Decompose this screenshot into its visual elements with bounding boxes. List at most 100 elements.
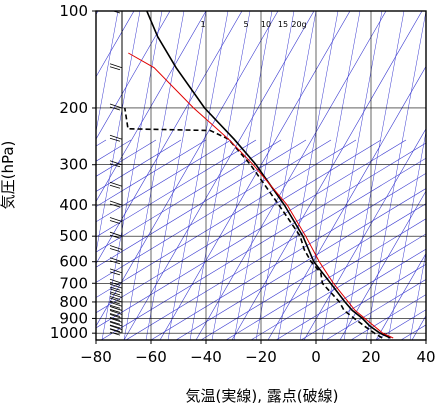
dry-adiabat-line: [339, 190, 426, 340]
wind-barb: [109, 217, 123, 222]
wind-barb: [109, 283, 123, 289]
mixing-ratio-line: [387, 130, 426, 340]
sounding-profiles: [124, 11, 394, 339]
mixing-ratio-line: [255, 11, 317, 340]
mixing-ratio-line: [145, 11, 207, 340]
y-tick-label: 900: [59, 309, 88, 327]
skewed-guide-line: [96, 139, 382, 314]
wind-barb-feather: [109, 291, 121, 296]
x-tick-label: −80: [80, 348, 112, 366]
wind-barb-feather: [109, 324, 121, 329]
wind-barb: [109, 160, 123, 166]
mixing-ratio-line: [432, 11, 436, 340]
dry-adiabat-line: [411, 315, 426, 340]
mixing-ratio-label: 1: [200, 20, 205, 29]
mixing-ratio-line: [96, 11, 119, 134]
wind-barb-feather: [109, 163, 121, 168]
y-tick-label: 800: [59, 293, 88, 311]
dry-adiabat-line: [159, 11, 351, 340]
reference-line: [128, 52, 394, 339]
wind-barb-feather: [109, 320, 121, 325]
mixing-ratio-label: 20g: [291, 20, 306, 29]
wind-barb: [109, 310, 123, 315]
wind-barb-feather: [109, 203, 121, 208]
wind-barb: [109, 231, 123, 237]
y-axis-title: 気圧(hPa): [0, 141, 17, 210]
dry-adiabat-line: [123, 11, 315, 340]
wind-barb: [109, 63, 123, 69]
mixing-ratio-line: [167, 11, 229, 340]
mixing-ratio-line: [211, 11, 273, 340]
wind-barb-feather: [109, 331, 121, 336]
mixing-ratio-line: [409, 250, 426, 340]
mixing-ratio-labels: 1 5 10 15 20g: [200, 20, 306, 29]
wind-barb: [109, 288, 123, 294]
y-tick-label: 200: [59, 99, 88, 117]
x-axis-ticks: −80 −60 −40 −20 0 20 40: [80, 340, 436, 366]
dry-adiabat-line: [267, 65, 426, 340]
mixing-ratio-line: [299, 11, 361, 340]
wind-barb-feather: [109, 286, 121, 291]
y-tick-label: 1000: [50, 324, 88, 342]
skewed-guide-line: [100, 142, 426, 340]
skewed-guide-line: [96, 139, 332, 283]
grid-lines: [96, 11, 426, 340]
y-tick-label: 700: [59, 274, 88, 292]
wind-barb: [109, 134, 123, 140]
skewed-guide-line: [425, 339, 426, 340]
skewed-guide-line: [96, 139, 307, 268]
x-tick-label: 40: [416, 348, 435, 366]
mixing-ratio-line: [96, 11, 141, 254]
wind-barb-feather: [109, 184, 121, 189]
wind-barb-feather: [109, 220, 121, 224]
wind-barb-feather: [109, 328, 121, 333]
skewed-guide-line: [96, 139, 232, 223]
wind-barb-feather: [109, 281, 121, 286]
wind-barb: [109, 200, 123, 206]
x-tick-label: 20: [361, 348, 380, 366]
wind-barb: [109, 297, 123, 303]
dewpoint-line: [124, 107, 383, 339]
x-axis-title: 気温(実線), 露点(破線): [186, 387, 339, 405]
wind-barb: [109, 268, 123, 274]
wind-barb-feather: [109, 317, 121, 321]
wind-barb-feather: [109, 248, 121, 252]
y-tick-label: 600: [59, 253, 88, 271]
skewed-guide-line: [350, 294, 426, 340]
skewed-guide-line: [125, 157, 426, 340]
wind-barb-feather: [109, 271, 121, 276]
skewed-guide-line: [96, 139, 407, 329]
wind-barb: [109, 321, 123, 327]
wind-barb: [109, 257, 123, 263]
skewed-guide-line: [275, 248, 426, 340]
skewed-guide-line: [225, 218, 426, 340]
dry-adiabat-line: [96, 11, 171, 140]
y-tick-label: 100: [59, 2, 88, 20]
wind-barb-feather: [109, 304, 121, 309]
wind-barb: [109, 181, 123, 187]
x-tick-label: 0: [311, 348, 321, 366]
dry-adiabat-line: [96, 11, 135, 78]
wind-barb-feather: [109, 137, 121, 142]
wind-barb-feather: [109, 234, 121, 239]
x-tick-label: −40: [190, 348, 222, 366]
x-tick-label: −20: [245, 348, 277, 366]
wind-profile: [109, 11, 123, 336]
skewed-guide-line: [96, 139, 257, 238]
wind-barb-feather: [109, 309, 121, 313]
wind-barb: [109, 245, 123, 250]
wind-barb: [109, 301, 123, 307]
mixing-ratio-label: 15: [278, 20, 288, 29]
y-tick-label: 400: [59, 196, 88, 214]
dry-adiabat-line: [231, 11, 423, 340]
skewed-guide-line: [300, 263, 426, 340]
mixing-ratio-line: [343, 11, 405, 340]
mixing-ratio-line: [365, 11, 426, 340]
dry-adiabat-line: [375, 252, 426, 340]
skewed-guide-line: [96, 139, 182, 192]
dry-adiabat-line: [303, 128, 426, 340]
wind-barb-feather: [109, 313, 121, 317]
wind-barb: [109, 317, 123, 323]
